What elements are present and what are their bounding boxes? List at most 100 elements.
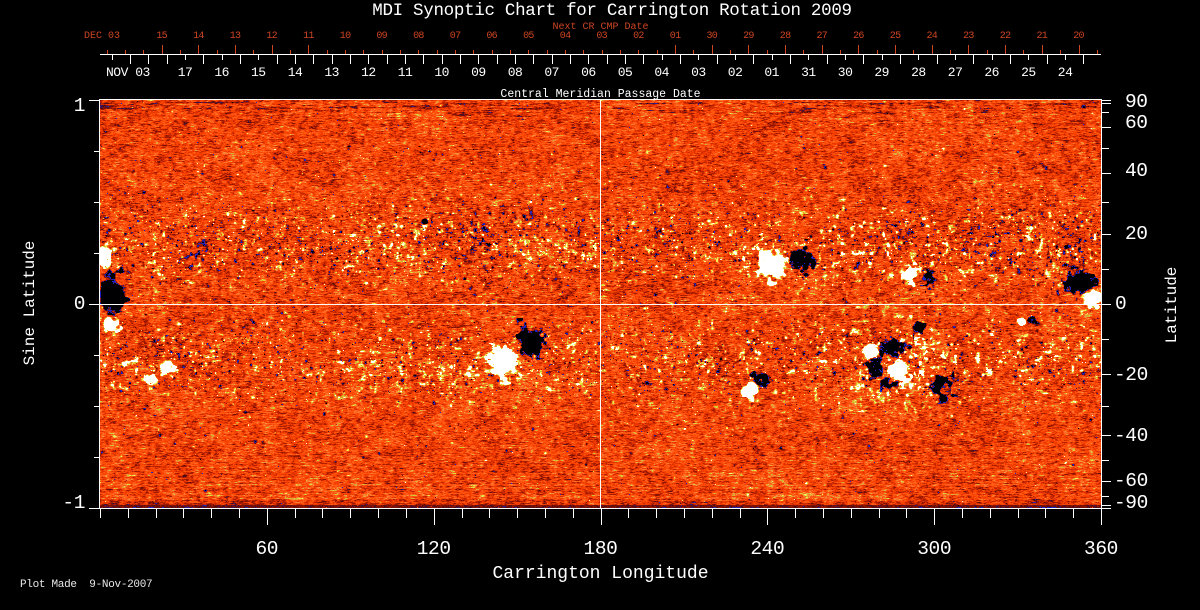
next-cr-day-tick: [491, 49, 493, 54]
next-cr-day-label: 01: [669, 31, 681, 42]
next-cr-day-tick: [143, 49, 145, 54]
next-cr-day-tick: [418, 49, 420, 54]
next-cr-day-tick: [803, 49, 805, 54]
cmp-day-tick: [166, 55, 168, 64]
sine-latitude-tick: [94, 253, 99, 254]
longitude-tick: [517, 509, 519, 518]
cmp-day-tick: [936, 55, 938, 64]
cmp-day-tick: [350, 55, 351, 64]
latitude-tick-label: -40: [1114, 425, 1148, 447]
longitude-tick: [989, 509, 991, 518]
cmp-day-tick: [845, 55, 847, 60]
next-cr-day-tick: [125, 49, 126, 54]
cmp-day-tick: [991, 55, 993, 60]
longitude-tick: [378, 509, 380, 518]
next-cr-day-tick: [180, 49, 181, 54]
cmp-day-tick: [1083, 55, 1085, 64]
y-left-axis-title: Sine Latitude: [21, 240, 39, 366]
sine-latitude-tick: [94, 406, 99, 407]
next-cr-day-label: 05: [523, 31, 534, 42]
cmp-day-label: 16: [214, 65, 229, 80]
next-cr-day-tick: [931, 45, 933, 54]
cmp-day-tick: [570, 55, 571, 64]
next-cr-day-tick: [711, 45, 713, 54]
y-right-axis-title: Latitude: [1163, 266, 1181, 344]
cmp-day-tick: [148, 55, 150, 64]
longitude-tick: [600, 509, 602, 525]
cmp-day-tick: [533, 55, 535, 64]
next-cr-day-label: 07: [449, 31, 461, 42]
cmp-day-tick: [203, 55, 205, 64]
next-cr-day-tick: [436, 49, 438, 54]
next-cr-day-tick: [308, 45, 310, 54]
cmp-day-tick: [460, 55, 461, 64]
cmp-day-label: 31: [801, 65, 816, 80]
next-cr-day-tick: [821, 45, 823, 54]
latitude-tick: [1102, 127, 1111, 129]
longitude-tick-label: 60: [255, 538, 279, 560]
next-cr-day-tick: [198, 45, 200, 54]
longitude-tick: [266, 509, 268, 525]
cmp-day-label: 14: [287, 65, 303, 80]
cmp-day-label: 03: [691, 65, 706, 80]
longitude-tick: [489, 509, 491, 518]
next-cr-day-tick: [271, 45, 273, 54]
next-cr-day-tick: [565, 49, 567, 54]
next-cr-day-tick: [968, 45, 970, 54]
sine-latitude-tick: [89, 508, 99, 509]
next-cr-day-tick: [253, 49, 255, 54]
next-cr-day-label: 13: [229, 31, 241, 42]
crosshair-horizontal-equator: [100, 304, 1101, 305]
sine-latitude-tick: [89, 100, 99, 101]
next-cr-day-tick: [675, 45, 677, 54]
next-cr-month-label: DEC 03: [84, 31, 121, 42]
next-cr-day-label: 12: [266, 31, 277, 42]
cmp-day-tick: [111, 55, 113, 60]
cmp-day-tick: [606, 55, 608, 64]
longitude-tick: [739, 509, 741, 518]
longitude-tick-label: 300: [917, 538, 952, 560]
next-cr-day-tick: [326, 49, 328, 54]
sine-latitude-tick-label: 1: [73, 95, 86, 117]
sine-latitude-tick: [89, 304, 99, 305]
cmp-day-label: 15: [250, 65, 266, 80]
next-cr-day-tick: [620, 49, 622, 54]
next-cr-day-tick: [638, 49, 640, 54]
latitude-tick-label: 90: [1125, 91, 1148, 113]
next-cr-day-label: 08: [413, 31, 424, 42]
next-cr-day-tick: [583, 49, 585, 54]
next-cr-day-tick: [748, 45, 750, 54]
next-cr-day-label: 09: [376, 31, 387, 42]
cmp-day-label: 13: [324, 65, 339, 80]
longitude-tick: [878, 509, 880, 518]
next-cr-day-tick: [693, 49, 695, 54]
sine-latitude-tick-label: -1: [62, 492, 85, 514]
cmp-day-tick: [735, 55, 737, 60]
next-cr-day-label: 28: [779, 31, 791, 42]
next-cr-cmp-date-axis-title: Next CR CMP Date: [552, 22, 649, 33]
cmp-day-label: 30: [837, 65, 853, 80]
cmp-day-tick: [955, 55, 957, 60]
cmp-day-tick: [331, 55, 333, 64]
cmp-day-label: 09: [471, 65, 486, 80]
longitude-tick: [100, 509, 101, 518]
cmp-day-tick: [753, 55, 755, 64]
cmp-day-tick: [1046, 55, 1048, 64]
cmp-day-tick: [661, 55, 663, 60]
latitude-tick: [1102, 202, 1109, 203]
latitude-tick-label: 40: [1125, 160, 1148, 182]
longitude-tick: [211, 509, 213, 518]
longitude-tick: [350, 509, 352, 518]
longitude-tick: [795, 509, 797, 518]
next-cr-day-tick: [473, 49, 475, 54]
next-cr-day-tick: [290, 49, 291, 54]
longitude-tick: [906, 509, 908, 518]
latitude-tick: [1102, 508, 1111, 509]
next-cr-day-tick: [1096, 49, 1098, 54]
cmp-day-tick: [918, 55, 920, 60]
next-cr-day-tick: [986, 49, 988, 54]
longitude-tick: [461, 509, 463, 518]
next-cr-day-tick: [345, 49, 346, 54]
cmp-day-tick: [313, 55, 315, 64]
latitude-tick-label: -60: [1114, 470, 1148, 492]
